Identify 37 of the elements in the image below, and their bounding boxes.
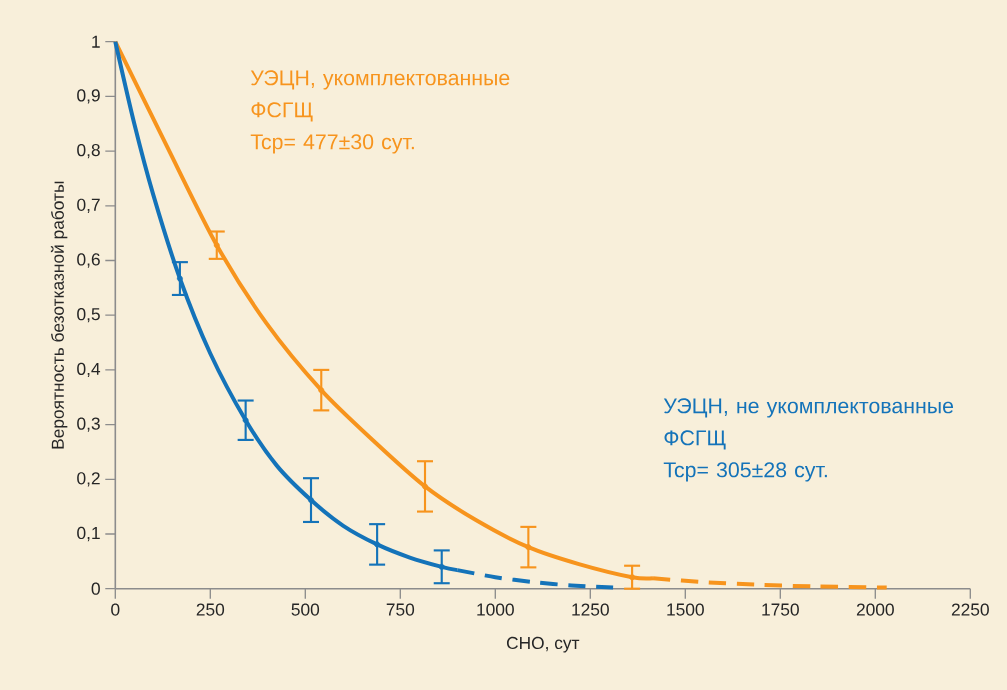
x-tick-label: 2000 [856,603,894,616]
annotation: УЭЦН, укомплектованные ФСГЩ [250,70,510,122]
point [242,417,249,424]
point [213,242,220,249]
y-tick-label: 0,4 [77,362,101,378]
point [525,544,532,551]
y-tick-label: 1 [92,35,100,48]
y-tick-label: 0,6 [77,253,100,268]
y-tick-label: 0,9 [77,89,100,104]
point [308,497,314,504]
x-tick-label: 2250 [951,603,989,616]
y-tick-label: 0,8 [77,143,100,159]
y-tick-label: 0,5 [77,308,100,323]
point [422,483,428,490]
annotation: Tcp= 305±28 сут. [663,462,827,482]
annotation: УЭЦН, не укомплектованные ФСГЩ [663,398,954,450]
x-tick-label: 1000 [477,603,514,616]
x-tick-label: 750 [386,603,415,616]
x-tick-label: 1500 [667,603,704,616]
point [374,541,381,548]
x-tick-label: 1250 [572,603,609,616]
point [176,275,183,282]
x-axis-title: СНО, сут [506,636,580,653]
x-tick-label: 500 [291,603,320,616]
y-tick-label: 0,1 [77,526,100,542]
x-tick-label: 1750 [762,603,799,616]
annotation: Tcp= 477±30 сут. [250,134,414,154]
y-tick-label: 0,2 [77,472,100,487]
x-tick-label: 250 [196,603,225,616]
y-tick-label: 0,3 [77,417,100,432]
x-tick-label: 0 [111,603,120,616]
y-tick-label: 0 [91,582,100,595]
y-tick-label: 0,7 [77,198,100,213]
y-axis-title: Вероятность безотказной работы [50,181,68,449]
point [629,574,636,581]
point [438,563,445,570]
point [318,387,325,394]
